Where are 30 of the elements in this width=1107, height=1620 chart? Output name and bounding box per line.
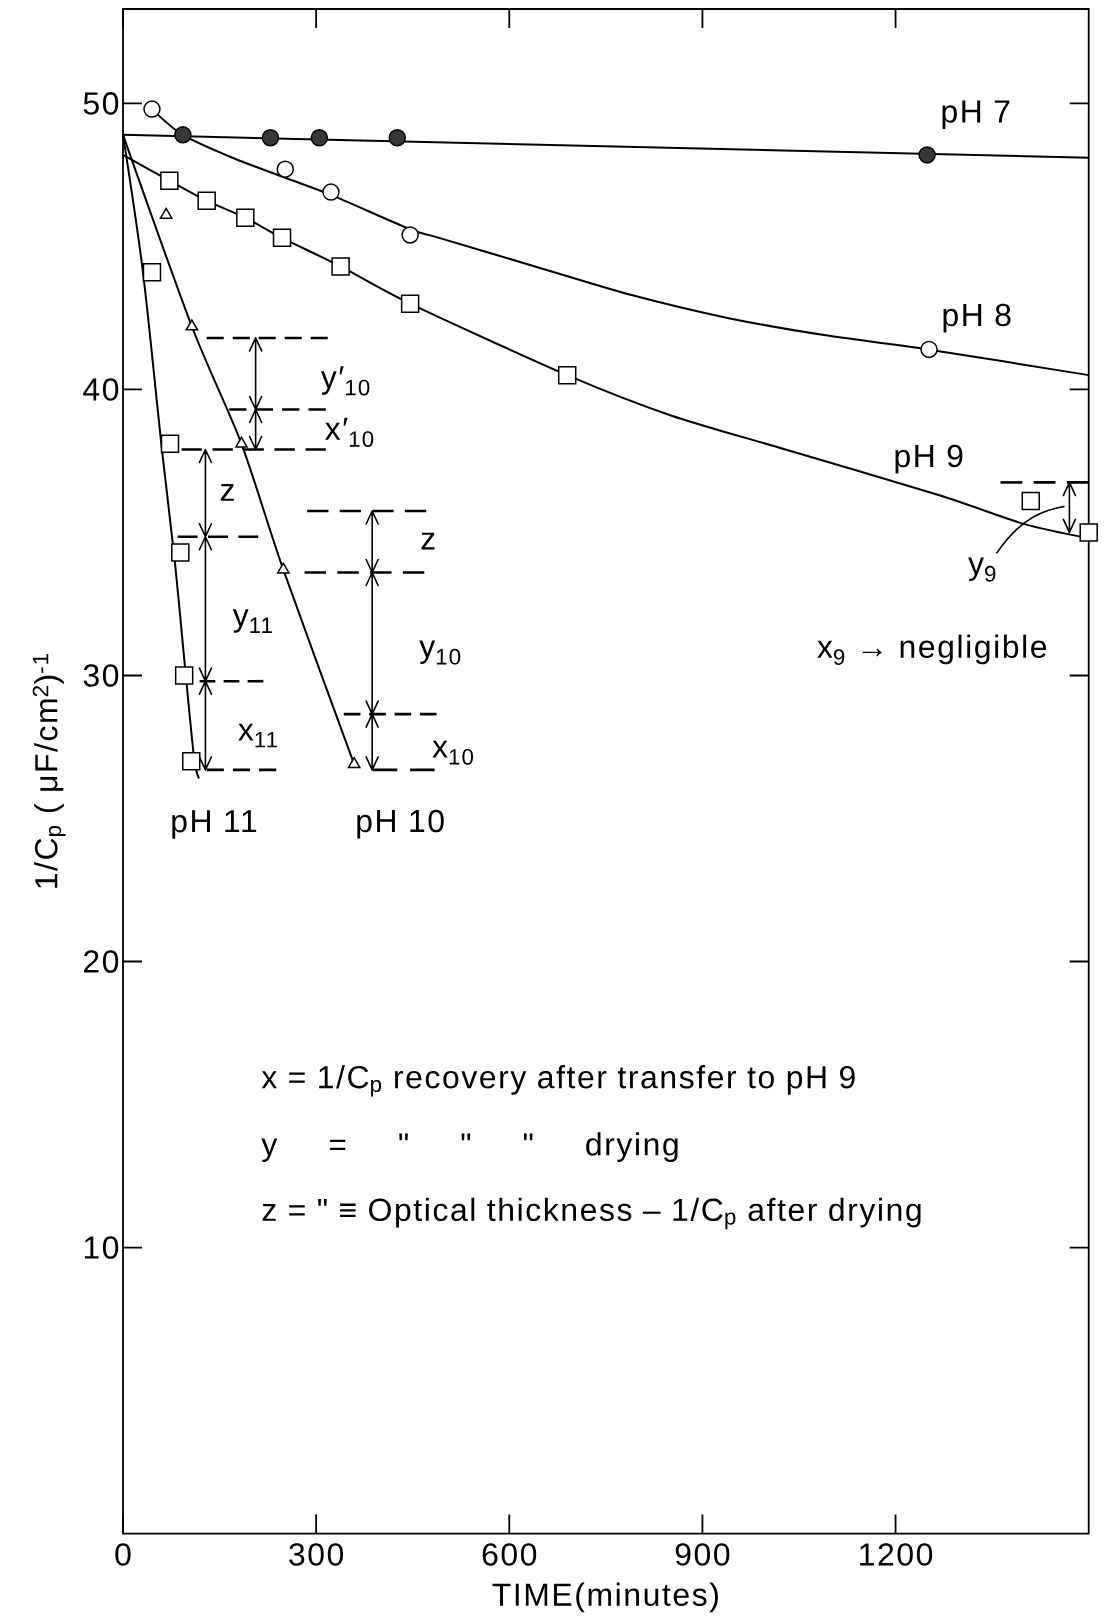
annotation: z = " ≡ Optical thickness – 1/C$_{p}$ after drying	[262, 1197, 921, 1230]
y-axis-title: 1/C$_{p}$ ( μF/cm$^{2}$)$^{-1}$	[32, 654, 66, 888]
x-tick-label: 600	[482, 1543, 537, 1566]
x-axis-title: TIME(minutes)	[492, 1582, 718, 1613]
annotation: z	[220, 483, 234, 501]
annotation: y$_{10}$	[419, 640, 461, 665]
annotation: x′$_{10}$	[325, 417, 374, 447]
legend-label: pH 7	[942, 100, 1010, 130]
y-tick-label: 30	[83, 664, 119, 687]
annotation: x$_{11}$	[238, 723, 277, 748]
series-label: pH 9	[895, 444, 963, 474]
x-tick-label: 0	[115, 1543, 131, 1566]
y-tick-label: 10	[84, 1236, 119, 1259]
series-label: pH 11	[172, 810, 257, 839]
annotation: y$_{11}$	[232, 609, 272, 633]
annotation: y$_{9}$	[968, 557, 996, 582]
x-tick-label: 1200	[860, 1543, 933, 1566]
annotation: x$_{10}$	[432, 740, 474, 765]
annotation: x = 1/C$_{p}$ recovery after transfer to pH 9	[261, 1065, 855, 1097]
annotation: y′$_{10}$	[320, 366, 370, 396]
y-tick-label: 20	[84, 950, 119, 973]
annotation: x$_{9}$ → negligible	[817, 634, 1047, 665]
series-label: pH 10	[357, 809, 444, 839]
x-tick-label: 900	[675, 1543, 730, 1566]
y-tick-label: 40	[83, 378, 119, 401]
annotation: z	[421, 532, 435, 550]
series-label: pH 8	[943, 303, 1011, 333]
annotation: y = " " " drying	[261, 1132, 678, 1162]
y-tick-label: 50	[83, 92, 119, 115]
x-tick-label: 300	[289, 1543, 344, 1566]
